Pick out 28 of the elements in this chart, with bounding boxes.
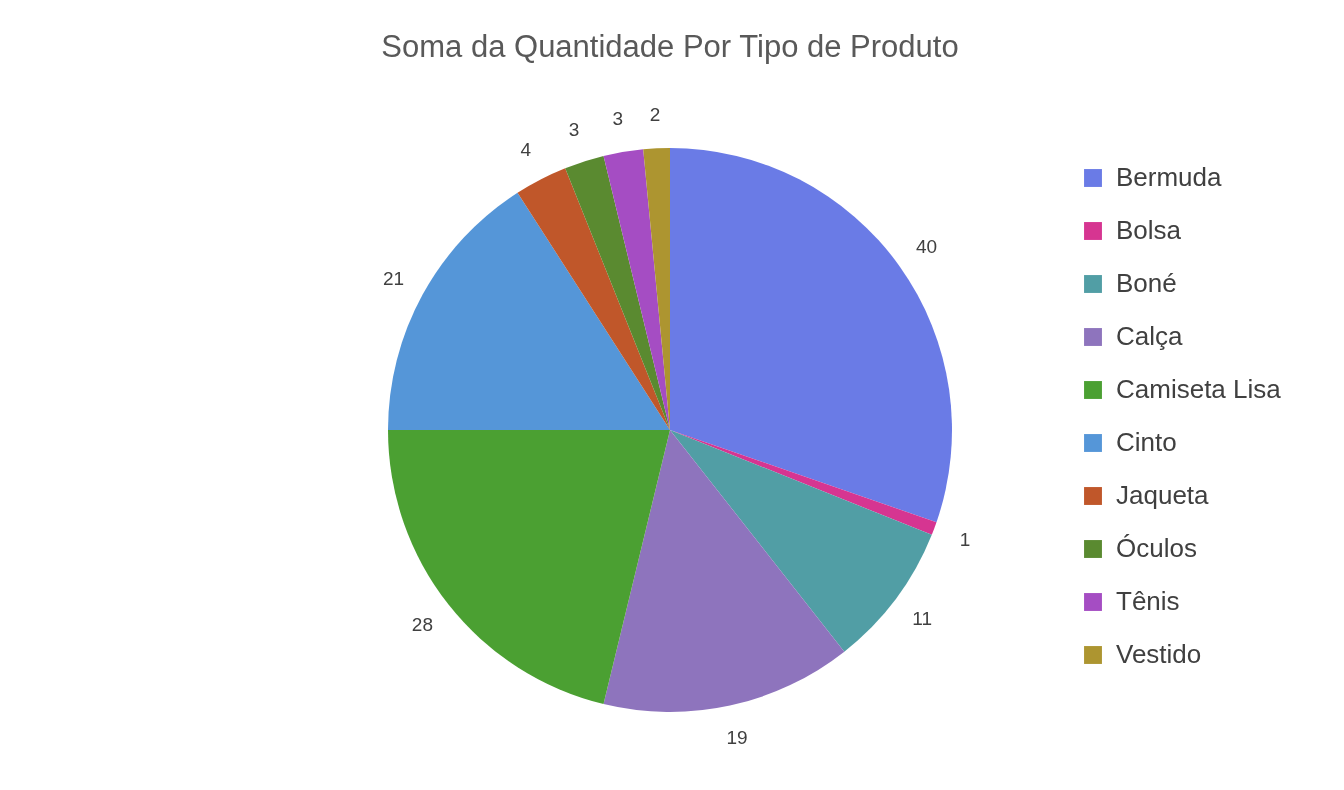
legend-label: Jaqueta [1116,480,1210,510]
legend-label: Cinto [1116,427,1177,457]
data-label: 4 [520,139,532,161]
chart-title: Soma da Quantidade Por Tipo de Produto [381,29,959,64]
pie-slice [670,148,952,523]
legend-label: Calça [1116,321,1184,351]
legend-label: Bermuda [1116,162,1223,192]
pie-slice [388,430,670,705]
pie-slice [565,155,670,430]
data-label: 2 [649,104,661,126]
pie-slice [670,430,932,652]
data-label: 40 [916,236,938,258]
legend-label: Tênis [1116,586,1180,616]
data-label: 19 [726,726,748,748]
data-label: 3 [568,118,580,140]
legend-label: Boné [1116,268,1177,298]
data-label: 1 [959,529,971,551]
data-label: 3 [612,108,624,130]
pie-slice [517,168,670,430]
legend-label: Vestido [1116,639,1202,669]
legend-label: Bolsa [1116,215,1182,245]
data-label: 28 [411,613,433,635]
pie-slice [603,430,845,712]
data-label: 11 [912,607,933,629]
legend-label: Camiseta Lisa [1116,374,1282,404]
data-label: 21 [382,268,405,290]
legend-label: Óculos [1116,533,1197,563]
pie-slice [603,149,670,430]
